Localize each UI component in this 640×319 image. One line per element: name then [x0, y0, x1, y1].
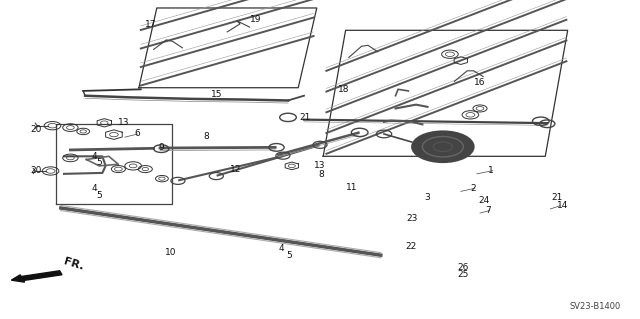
Text: 23: 23 [406, 214, 418, 223]
Text: 26: 26 [458, 263, 469, 272]
Text: 25: 25 [458, 271, 469, 279]
Text: 5: 5 [286, 251, 292, 260]
Text: 18: 18 [338, 85, 349, 94]
Text: 3: 3 [424, 193, 430, 202]
Text: 12: 12 [230, 165, 242, 174]
Text: 4: 4 [278, 244, 284, 253]
Text: 16: 16 [474, 78, 485, 87]
Text: SV23-B1400: SV23-B1400 [570, 302, 621, 311]
Text: 19: 19 [250, 15, 261, 24]
Text: 1: 1 [488, 166, 494, 175]
Text: 5: 5 [96, 158, 102, 167]
FancyArrow shape [12, 271, 62, 282]
Text: 7: 7 [485, 206, 491, 215]
Text: 10: 10 [165, 248, 177, 256]
Text: 20: 20 [31, 166, 42, 175]
Text: 8: 8 [318, 170, 324, 179]
Text: 4: 4 [92, 152, 97, 161]
Text: 2: 2 [470, 184, 476, 193]
Text: 15: 15 [211, 90, 223, 99]
Text: 24: 24 [479, 197, 490, 205]
Text: 13: 13 [118, 118, 130, 127]
Text: 14: 14 [557, 201, 568, 210]
Text: 21: 21 [552, 193, 563, 202]
Text: 11: 11 [346, 183, 357, 192]
Text: 9: 9 [159, 143, 164, 152]
Text: 20: 20 [31, 125, 42, 134]
Text: 6: 6 [134, 130, 140, 138]
Text: 21: 21 [300, 113, 311, 122]
Text: 22: 22 [405, 242, 417, 251]
Text: 4: 4 [92, 184, 97, 193]
Text: 17: 17 [145, 20, 157, 29]
Text: 13: 13 [314, 161, 325, 170]
Text: 5: 5 [96, 191, 102, 200]
Text: 8: 8 [203, 132, 209, 141]
Circle shape [412, 131, 474, 162]
Text: FR.: FR. [63, 256, 85, 272]
